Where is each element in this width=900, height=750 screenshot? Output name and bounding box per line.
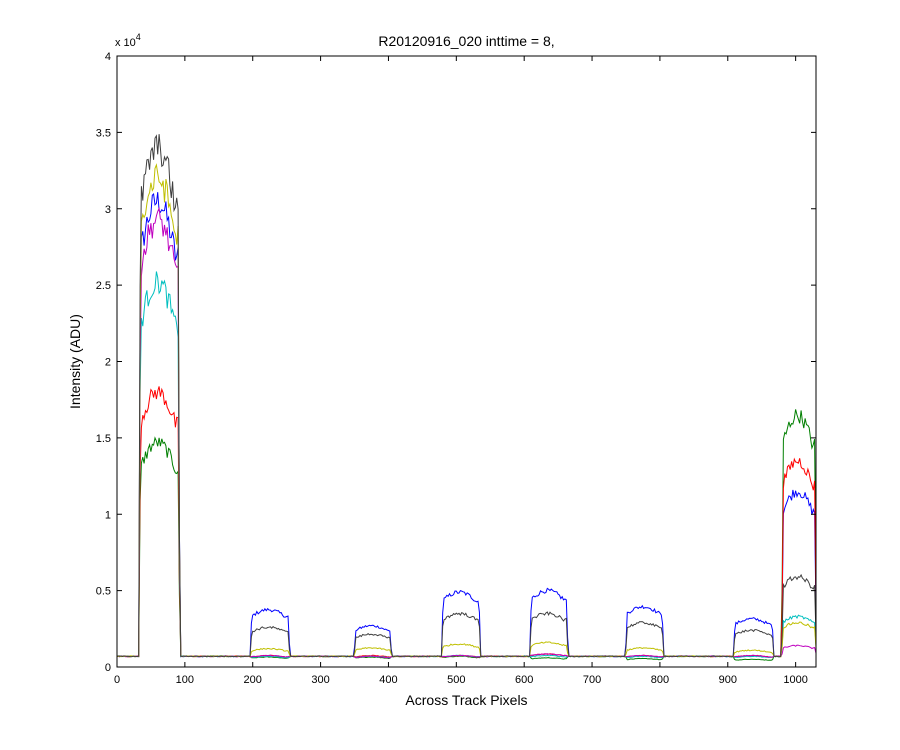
x-tick-label: 600 xyxy=(515,674,533,686)
y-axis-exponent: x 104 xyxy=(115,32,141,49)
y-axis-exponent-power: 4 xyxy=(136,32,141,42)
x-tick-label: 700 xyxy=(583,674,601,686)
x-tick-label: 0 xyxy=(114,674,120,686)
x-tick-label: 300 xyxy=(311,674,329,686)
x-tick-label: 800 xyxy=(651,674,669,686)
x-axis-label: Across Track Pixels xyxy=(405,692,527,708)
x-tick-label: 400 xyxy=(379,674,397,686)
ticks-layer: 0 100 200 300 400 500 600 700 800 900 1000 0 0.5 1 1.5… xyxy=(96,51,816,686)
y-tick-label: 2 xyxy=(105,357,111,369)
series-layer xyxy=(116,134,817,661)
y-tick-label: 3.5 xyxy=(96,127,111,139)
x-tick-label: 900 xyxy=(719,674,737,686)
y-tick-label: 1 xyxy=(105,509,111,521)
y-tick-label: 4 xyxy=(105,51,111,63)
y-tick-label: 1.5 xyxy=(96,433,111,445)
y-tick-label: 2.5 xyxy=(96,280,111,292)
x-tick-label: 200 xyxy=(244,674,262,686)
series-line xyxy=(116,134,817,658)
y-axis-exponent-base: x 10 xyxy=(115,37,136,49)
y-axis-label: Intensity (ADU) xyxy=(67,314,83,409)
x-tick-label: 500 xyxy=(447,674,465,686)
x-tick-label: 100 xyxy=(176,674,194,686)
y-tick-label: 0 xyxy=(105,662,111,674)
y-tick-label: 0.5 xyxy=(96,586,111,598)
chart-title: R20120916_020 inttime = 8, xyxy=(378,33,554,49)
y-tick-label: 3 xyxy=(105,204,111,216)
x-tick-label: 1000 xyxy=(783,674,807,686)
